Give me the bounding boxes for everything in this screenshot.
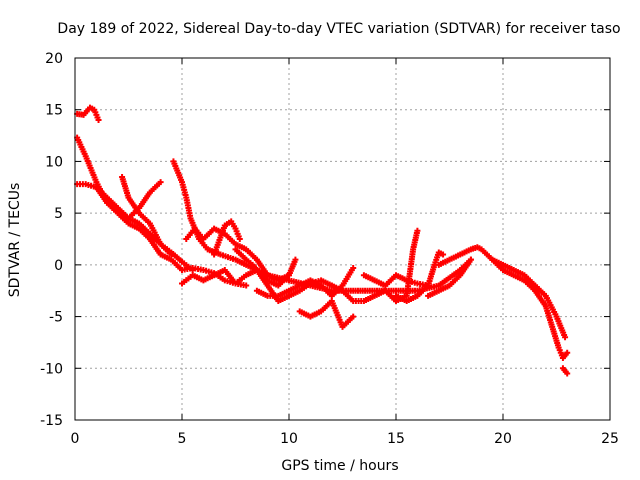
y-tick-label: 0	[54, 258, 63, 274]
y-axis-label: SDTVAR / TECUs	[7, 183, 23, 298]
y-tick-label: 10	[45, 154, 63, 170]
plot-frame	[74, 57, 611, 421]
x-tick-label: 25	[601, 431, 619, 447]
x-tick-label: 20	[494, 431, 512, 447]
data-point	[243, 282, 250, 289]
data-point	[95, 117, 102, 124]
data-points	[74, 104, 571, 377]
x-tick-label: 5	[178, 431, 187, 447]
y-tick-label: -10	[40, 361, 63, 377]
data-point	[562, 334, 569, 341]
data-point	[157, 179, 164, 186]
y-tick-label: -15	[40, 413, 63, 429]
chart-title: Day 189 of 2022, Sidereal Day-to-day VTE…	[57, 21, 620, 37]
x-tick-label: 15	[387, 431, 405, 447]
x-axis-label: GPS time / hours	[281, 458, 398, 474]
data-point	[350, 264, 357, 271]
data-point	[168, 251, 175, 258]
data-point	[292, 256, 299, 263]
axis-ticks: 0 5 10 15 20 25 -15 -10 -5 0 5 10 15 20	[40, 51, 619, 447]
data-point	[414, 227, 421, 234]
data-point	[236, 236, 243, 242]
y-tick-label: -5	[49, 310, 63, 326]
data-point	[440, 251, 447, 258]
data-point	[564, 370, 571, 377]
data-point	[350, 313, 357, 320]
data-point	[189, 267, 196, 274]
y-tick-label: 20	[45, 51, 63, 67]
x-tick-label: 0	[71, 431, 80, 447]
y-tick-label: 15	[45, 103, 63, 119]
y-tick-label: 5	[54, 206, 63, 222]
data-point	[467, 256, 474, 263]
x-tick-label: 10	[280, 431, 298, 447]
data-point	[564, 349, 571, 356]
grid	[75, 58, 610, 420]
